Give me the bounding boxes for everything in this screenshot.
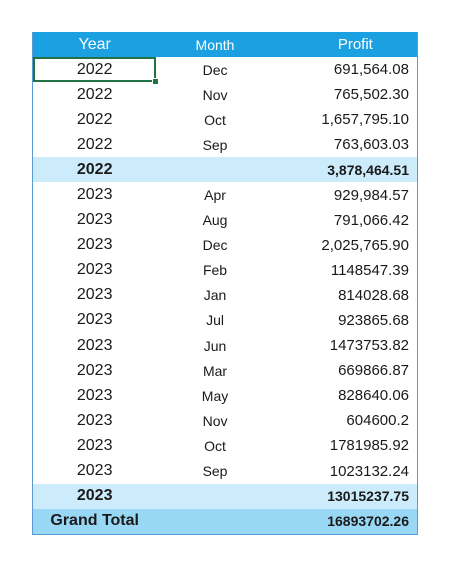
table-row: 2023 Oct 1781985.92: [33, 433, 417, 458]
month-cell[interactable]: Dec: [202, 61, 228, 78]
year-cell-selected[interactable]: 2022: [33, 57, 160, 86]
subtotal-row-2022: 2022 3,878,464.51: [33, 157, 417, 183]
month-cell[interactable]: Sep: [202, 136, 228, 153]
table-row: 2023 Jan 814028.68: [33, 283, 417, 308]
table-row: 2023 Jun 1473753.82: [33, 333, 417, 358]
table-row: 2023 Feb 1148547.39: [33, 258, 417, 283]
table-row: 2023 Apr 929,984.57: [33, 182, 417, 207]
subtotal-profit-cell[interactable]: 13015237.75: [327, 488, 409, 505]
subtotal-row-2023: 2023 13015237.75: [33, 483, 417, 509]
month-cell[interactable]: Nov: [202, 86, 228, 103]
year-cell[interactable]: 2022: [76, 110, 113, 128]
grand-total-row: Grand Total 16893702.26: [33, 508, 417, 534]
month-cell[interactable]: Feb: [202, 262, 228, 279]
header-year[interactable]: Year: [78, 35, 111, 53]
profit-cell[interactable]: 763,603.03: [333, 136, 409, 154]
header-profit[interactable]: Profit: [337, 36, 373, 53]
table-row: 2023 Sep 1023132.24: [33, 459, 417, 484]
profit-cell[interactable]: 765,502.30: [333, 86, 409, 104]
table-row: 2022 Oct 1,657,795.10: [33, 107, 417, 132]
year-cell[interactable]: 2023: [76, 236, 113, 254]
profit-cell[interactable]: 814028.68: [338, 286, 409, 304]
subtotal-profit-cell[interactable]: 3,878,464.51: [327, 161, 409, 178]
month-cell[interactable]: Oct: [204, 111, 226, 128]
month-cell[interactable]: Sep: [202, 463, 228, 480]
profit-cell[interactable]: 604600.2: [346, 412, 409, 430]
year-cell[interactable]: 2023: [76, 336, 113, 354]
subtotal-year-cell[interactable]: 2023: [76, 487, 113, 505]
month-cell[interactable]: May: [201, 387, 229, 404]
table-row: 2023 Mar 669866.87: [33, 358, 417, 383]
table-row: 2023 Aug 791,066.42: [33, 208, 417, 233]
year-cell[interactable]: 2023: [76, 186, 113, 204]
subtotal-year-cell[interactable]: 2022: [76, 160, 113, 178]
year-cell[interactable]: 2023: [76, 411, 113, 429]
table-row: 2023 Dec 2,025,765.90: [33, 233, 417, 258]
profit-cell[interactable]: 1148547.39: [330, 261, 409, 279]
grand-total-profit-cell[interactable]: 16893702.26: [327, 513, 409, 530]
profit-cell[interactable]: 791,066.42: [333, 211, 409, 229]
profit-cell[interactable]: 1023132.24: [329, 462, 409, 480]
table-header-row: Year Month Profit: [33, 32, 417, 57]
table-row: 2022 Nov 765,502.30: [33, 82, 417, 107]
month-cell[interactable]: Aug: [202, 212, 228, 229]
table-row: 2022 Dec 691,564.08: [33, 57, 417, 86]
year-cell[interactable]: 2023: [76, 211, 113, 229]
profit-cell[interactable]: 1,657,795.10: [321, 111, 409, 129]
profit-cell[interactable]: 828640.06: [338, 387, 409, 405]
profit-cell[interactable]: 1473753.82: [329, 337, 409, 355]
month-cell[interactable]: Jun: [203, 337, 227, 354]
year-cell[interactable]: 2023: [76, 436, 113, 454]
profit-cell[interactable]: 691,564.08: [333, 61, 409, 79]
year-cell[interactable]: 2023: [76, 311, 113, 329]
grand-total-label[interactable]: Grand Total: [50, 512, 139, 530]
month-cell[interactable]: Oct: [204, 437, 226, 454]
profit-cell[interactable]: 923865.68: [338, 311, 409, 329]
table-row: 2022 Sep 763,603.03: [33, 132, 417, 157]
month-cell[interactable]: Nov: [202, 412, 228, 429]
profit-table: Year Month Profit 2022 Dec 691,564.08 20…: [32, 32, 418, 535]
year-cell[interactable]: 2022: [76, 135, 113, 153]
profit-cell[interactable]: 669866.87: [338, 362, 409, 380]
table-row: 2023 May 828640.06: [33, 383, 417, 408]
profit-cell[interactable]: 929,984.57: [333, 186, 409, 204]
year-cell[interactable]: 2023: [76, 361, 113, 379]
year-cell[interactable]: 2023: [76, 386, 113, 404]
year-cell[interactable]: 2023: [76, 462, 113, 480]
year-cell[interactable]: 2022: [76, 85, 113, 103]
table-row: 2023 Nov 604600.2: [33, 408, 417, 433]
month-cell[interactable]: Jul: [206, 312, 224, 329]
header-month[interactable]: Month: [195, 36, 235, 53]
year-cell[interactable]: 2023: [76, 261, 113, 279]
profit-cell[interactable]: 2,025,765.90: [321, 236, 409, 254]
month-cell[interactable]: Jan: [203, 287, 227, 304]
table-row: 2023 Jul 923865.68: [33, 308, 417, 333]
month-cell[interactable]: Mar: [202, 362, 228, 379]
month-cell[interactable]: Apr: [204, 187, 226, 204]
profit-cell[interactable]: 1781985.92: [329, 437, 409, 455]
year-cell[interactable]: 2023: [76, 286, 113, 304]
month-cell[interactable]: Dec: [202, 237, 228, 254]
